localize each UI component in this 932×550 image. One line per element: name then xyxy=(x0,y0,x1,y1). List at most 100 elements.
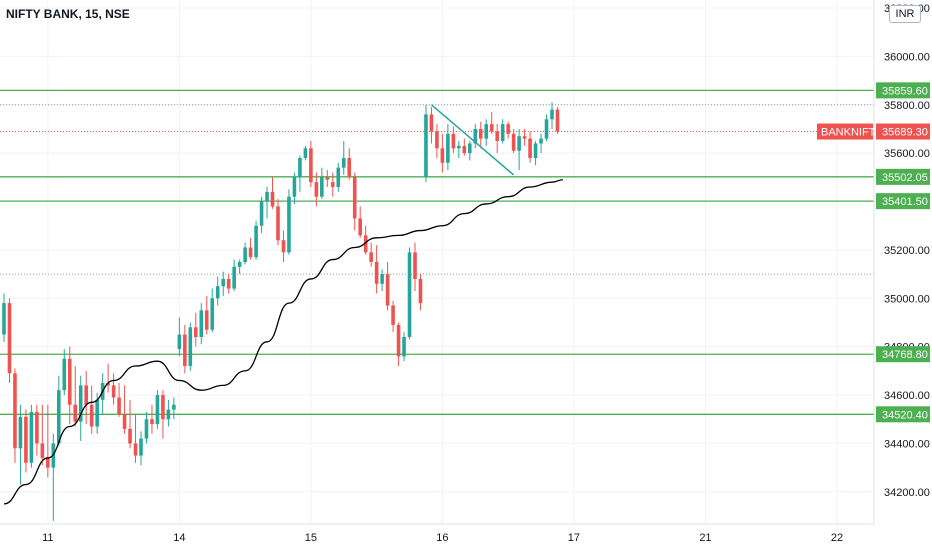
candle-down xyxy=(522,136,527,139)
candle-down xyxy=(435,131,439,149)
candle-up xyxy=(539,138,543,144)
symbol-tag xyxy=(817,123,873,140)
candle-down xyxy=(429,114,434,132)
candle-up xyxy=(199,310,204,337)
candle-down xyxy=(358,218,362,236)
candle-down xyxy=(106,382,110,386)
candle-down xyxy=(314,182,319,197)
candle-down xyxy=(347,157,352,178)
candle-up xyxy=(2,303,6,335)
time-tick-label: 22 xyxy=(831,532,843,544)
candle-down xyxy=(204,310,209,330)
candle-up xyxy=(533,143,538,158)
price-tick-label: 34400.00 xyxy=(884,438,930,450)
time-tick-label: 14 xyxy=(173,532,185,544)
candle-down xyxy=(84,385,88,405)
candles xyxy=(2,102,560,521)
candle-down xyxy=(385,274,390,306)
candle-up xyxy=(468,143,472,154)
candle-down xyxy=(451,133,456,149)
level-price-text: 35859.60 xyxy=(882,85,928,97)
candle-down xyxy=(309,148,313,183)
level-price-tag xyxy=(876,346,930,363)
trendline[interactable] xyxy=(430,104,515,176)
candle-down xyxy=(281,240,286,253)
candle-down xyxy=(35,411,39,444)
candle-up xyxy=(287,196,291,253)
candle-up xyxy=(221,278,225,287)
candle-down xyxy=(413,252,417,279)
candle-down xyxy=(331,182,335,188)
price-tick-label: 35000.00 xyxy=(884,293,930,305)
candle-down xyxy=(270,191,275,207)
candle-up xyxy=(95,399,99,427)
candle-up xyxy=(336,167,341,188)
time-axis[interactable]: 11 14 15 16 17 21 22 xyxy=(42,532,843,544)
level-price-text: 35401.50 xyxy=(882,196,928,208)
candle-down xyxy=(511,133,516,151)
candle-down xyxy=(89,404,94,427)
candle-up xyxy=(303,148,308,158)
candle-up xyxy=(298,157,302,178)
candle-up xyxy=(78,385,83,422)
candle-up xyxy=(292,177,297,197)
symbol-tag-text: BANKNIFTY xyxy=(821,127,883,139)
candle-down xyxy=(161,395,165,420)
candle-down xyxy=(462,145,467,154)
candle-up xyxy=(544,119,549,139)
candle-up xyxy=(550,109,554,120)
price-tick-label: 34200.00 xyxy=(884,487,930,499)
candle-down xyxy=(67,358,72,405)
candle-down xyxy=(418,278,423,304)
level-price-text: 35502.05 xyxy=(882,172,928,184)
candle-up xyxy=(265,191,269,202)
candle-down xyxy=(13,373,17,449)
price-tick-label: 35800.00 xyxy=(884,100,930,112)
currency-button[interactable]: INR xyxy=(889,5,921,23)
candle-down xyxy=(396,324,401,357)
level-price-tag xyxy=(876,406,930,423)
candle-up xyxy=(172,404,176,410)
current-price-labels: BANKNIFTY 35689.30 xyxy=(817,123,930,140)
price-tick-label: 35600.00 xyxy=(884,148,930,160)
candle-up xyxy=(29,411,34,463)
candle-up xyxy=(517,136,521,151)
moving-average xyxy=(3,179,563,505)
candle-down xyxy=(226,278,231,289)
time-tick-label: 11 xyxy=(42,532,53,544)
candle-up xyxy=(62,358,67,391)
candle-down xyxy=(325,177,330,180)
candle-up xyxy=(484,124,489,139)
candle-up xyxy=(254,225,258,258)
level-price-text: 34520.40 xyxy=(882,409,928,421)
candle-down xyxy=(478,128,483,139)
level-price-tag xyxy=(876,168,930,185)
candle-down xyxy=(7,303,12,374)
candle-down xyxy=(111,385,116,398)
candle-up xyxy=(402,336,406,357)
candle-down xyxy=(555,109,560,132)
candle-down xyxy=(150,419,154,425)
candle-down xyxy=(133,443,138,456)
candle-up xyxy=(166,409,171,420)
horizontal-levels xyxy=(0,89,874,415)
chart-title: NIFTY BANK, 15, NSE xyxy=(6,7,130,21)
level-price-tag xyxy=(876,82,930,99)
candle-up xyxy=(139,438,143,456)
current-price-text: 35689.30 xyxy=(882,127,928,139)
candle-down xyxy=(363,235,368,253)
candle-down xyxy=(194,327,198,337)
level-labels: 35859.60 35502.05 35401.50 34768.80 34520.40 xyxy=(876,82,930,423)
candle-down xyxy=(40,443,45,458)
candle-up xyxy=(380,274,384,284)
candle-down xyxy=(24,416,28,463)
candle-up xyxy=(188,327,193,367)
candle-down xyxy=(391,305,395,325)
moving-average-line xyxy=(3,179,563,505)
price-tick-label: 36000.00 xyxy=(884,51,930,63)
candle-up xyxy=(243,247,247,262)
candle-up xyxy=(320,177,324,197)
candle-down xyxy=(46,457,50,468)
candle-up xyxy=(18,416,23,449)
